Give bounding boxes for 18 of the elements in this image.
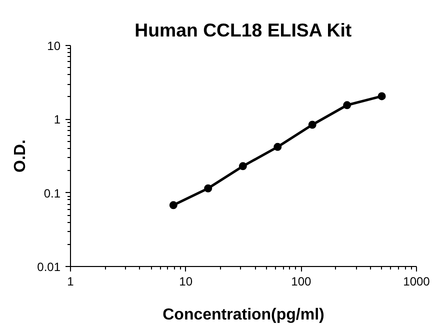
point: [274, 142, 282, 151]
chart-title: Human CCL18 ELISA Kit: [134, 20, 352, 40]
point: [308, 120, 316, 129]
x-tick-label: 1: [67, 274, 74, 288]
y-tick-label: 10: [47, 39, 61, 53]
x-tick-label: 100: [291, 274, 312, 288]
point: [204, 184, 212, 192]
y-tick-label: 1: [54, 112, 61, 127]
x-tick-label: 1000: [403, 274, 430, 288]
point: [378, 92, 386, 100]
y-tick-label: 0.01: [37, 260, 61, 274]
point: [343, 101, 352, 110]
x-axis-title: Concentration(pg/ml): [162, 306, 324, 324]
y-tick-label: 0.1: [44, 186, 61, 200]
point: [238, 162, 247, 170]
x-tick-label: 10: [179, 274, 193, 288]
y-axis-title: O.D.: [12, 140, 30, 172]
point: [169, 201, 178, 210]
